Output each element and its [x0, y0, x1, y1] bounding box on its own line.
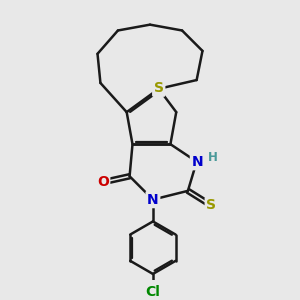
Text: H: H — [208, 151, 218, 164]
Text: N: N — [147, 193, 159, 207]
Text: S: S — [154, 81, 164, 95]
Text: Cl: Cl — [146, 285, 160, 299]
Text: S: S — [206, 198, 216, 212]
Text: N: N — [191, 155, 203, 169]
Text: O: O — [97, 175, 109, 189]
